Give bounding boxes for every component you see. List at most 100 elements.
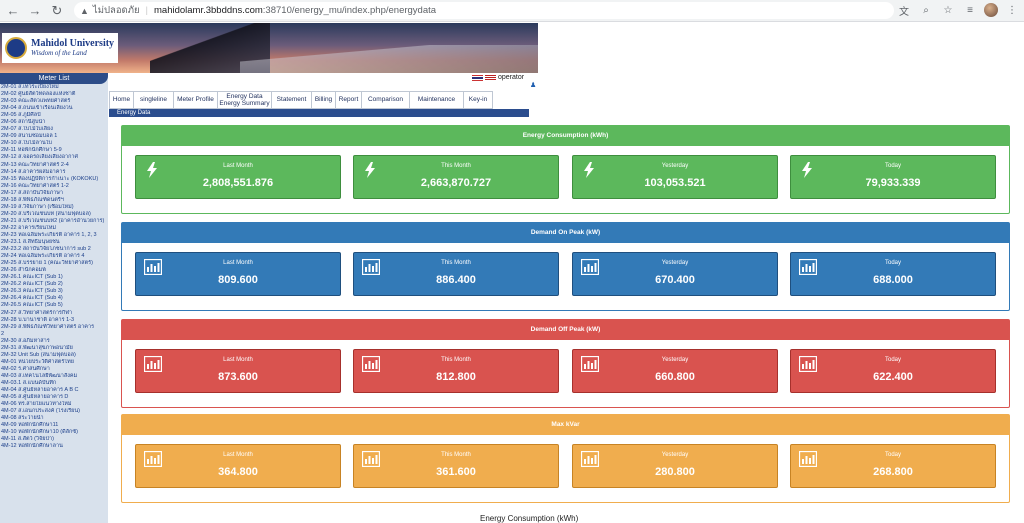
bar-chart-icon — [143, 258, 163, 276]
stat-label: Last Month — [223, 163, 253, 169]
english-flag-icon[interactable] — [485, 74, 496, 81]
stat-label: This Month — [441, 260, 471, 266]
thai-flag-icon[interactable] — [472, 74, 483, 81]
forward-arrow-icon[interactable]: → — [28, 3, 42, 18]
menu-item-report[interactable]: Report — [335, 91, 361, 109]
meter-list-item[interactable]: 2M-09 สนามซ่อมบอล 1 — [1, 133, 58, 140]
meter-list-item[interactable]: 4M-03.1 ส.แบนด์บันทึก — [1, 379, 57, 386]
stat-value: 886.400 — [436, 274, 476, 286]
back-arrow-icon[interactable]: ← — [6, 3, 20, 18]
bolt-icon — [581, 162, 597, 178]
reading-list-icon[interactable]: ≡ — [967, 4, 973, 16]
stat-value: 361.600 — [436, 466, 476, 478]
translate-icon[interactable]: 文 — [899, 6, 909, 18]
menu-item-singleline[interactable]: singleline — [133, 91, 173, 109]
meter-list-item[interactable]: 2M-31 ส.พัฒนาสุขภาพอนามัย — [1, 344, 73, 351]
meter-list-item[interactable]: 2M-13 คณะวิทยาศาสตร์ 2-4 — [1, 161, 69, 168]
meter-list-item[interactable]: 2M-15 ห้องปฏิบัติการกำเนาะ (KOKOKU) — [1, 175, 99, 182]
profile-avatar[interactable] — [984, 3, 998, 17]
meter-list-item[interactable]: 2M-26.4 คณะICT (Sub 4) — [1, 295, 63, 302]
zoom-icon[interactable]: ⌕ — [923, 4, 929, 16]
stat-value: 873.600 — [218, 371, 258, 383]
user-icon[interactable]: ♟ — [530, 82, 537, 89]
menu-item-energy-data[interactable]: Energy Data Energy Summary — [217, 91, 271, 109]
meter-list-item[interactable]: 2M-16 คณะวิทยาศาสตร์ 1-2 — [1, 182, 69, 189]
meter-list-item[interactable]: 2M-20 ส.บริเวณชนบท (สนามฟุตบอล) — [1, 210, 91, 217]
panel-title: Energy Consumption (kWh) — [122, 126, 1009, 146]
warning-icon: ▲ — [80, 5, 89, 16]
meter-list-item[interactable]: 2M-29 ส.พิพิธภัณฑ์วิทยาศาสตร์ อาคาร — [1, 323, 95, 330]
meter-list-item[interactable]: 2M-01 ส.เทวระเบียงใหม่ — [1, 84, 59, 90]
meter-list-item[interactable]: 2M-18 ส.พิพิธภัณฑ์ดนตรีฯ — [1, 196, 64, 203]
meter-list-item[interactable]: 2M-26 สำนักคอมพ์ — [1, 267, 46, 274]
meter-list-item[interactable]: 2M-02 ศูนย์สัตว์ทดลองแห่งชาติ — [1, 91, 76, 98]
meter-list-item[interactable]: 2M-14 ส.อาคารผสมอาคาร — [1, 168, 66, 175]
meter-list-item[interactable]: 4M-07 ส.เอนกประสงค์ (โรงเรียน) — [1, 408, 80, 415]
meter-list-item[interactable]: 2M-11 หอพักนักศึกษา 5-9 — [1, 147, 62, 154]
menu-item-comparison[interactable]: Comparison — [361, 91, 409, 109]
meter-list-item[interactable]: 4M-09 หอพักนักศึกษา11 — [1, 422, 59, 429]
meter-list-item[interactable]: 2 — [1, 330, 5, 337]
panel-orange: Max kVar Last Month 364.800 This Month 361.6… — [121, 414, 1010, 503]
stat-card: Last Month 809.600 — [135, 252, 341, 296]
meter-list-item[interactable]: 2M-27 ส.วิทยาศาสตร์การกีฬา — [1, 309, 73, 316]
menu-item-maintenance[interactable]: Maintenance — [409, 91, 463, 109]
meter-list-item[interactable]: 2M-23 หอเฉลิมพระเกียรติ อาคาร 1, 2, 3 — [1, 231, 97, 238]
stat-card: This Month 886.400 — [353, 252, 559, 296]
meter-list-item[interactable]: 2M-26.3 คณะICT (Sub 3) — [1, 288, 63, 295]
meter-list-item[interactable]: 4M-12 หอพักนักศึกษาลาน — [1, 443, 63, 450]
stat-card: Today 79,933.339 — [790, 155, 996, 199]
meter-list-item[interactable]: 4M-01 หน่วยประวัติศาสตร์ไทย — [1, 358, 74, 365]
meter-list-item[interactable]: 2M-17 ส.สถาบันวิจัยภาษา — [1, 189, 63, 196]
meter-list-item[interactable]: 4M-08 สระว่ายน้ำ — [1, 415, 44, 422]
university-seal-icon — [5, 37, 27, 59]
meter-list-item[interactable]: 2M-30 ส.อภิมหาสาร — [1, 337, 50, 344]
meter-list-item[interactable]: 2M-19 ส.วิจัยภาษา (เชื่อมใหม่) — [1, 203, 74, 210]
meter-list-item[interactable]: 2M-23.1 ส.สิทธิมนุษยชน — [1, 239, 60, 246]
meter-list-item[interactable]: 2M-10 ส.ใบไม้ลานใบ — [1, 140, 52, 147]
meter-list-item[interactable]: 2M-22 อาคารเรียนใหม่ — [1, 224, 56, 231]
reload-icon[interactable]: ↻ — [51, 2, 63, 18]
more-menu-icon[interactable]: ⋮ — [1007, 4, 1017, 16]
meter-list-item[interactable]: 4M-04 ส.ศูนย์หลายอาคาร A B C — [1, 387, 79, 394]
meter-list-item[interactable]: 2M-32 Unit Sub (สนามฟุตบอล) — [1, 351, 76, 358]
university-logo[interactable]: Mahidol University Wisdom of the Land — [2, 33, 118, 63]
meter-list-item[interactable]: 2M-06 สถานีสูบน้ำ — [1, 119, 46, 126]
meter-list-item[interactable]: 2M-25 ส.บรรยาย 1 (คณะวิทยาศาสตร์) — [1, 260, 93, 267]
panel-title: Demand Off Peak (kW) — [122, 320, 1009, 340]
meter-list-item[interactable]: 4M-02 ร.ศาสนศึกษา — [1, 365, 50, 372]
meter-list-item[interactable]: 2M-04 ส.ถนนเข้าเรือนเลี้ยงวน — [1, 105, 73, 112]
meter-list-item[interactable]: 2M-26.5 คณะICT (Sub 5) — [1, 302, 63, 309]
meter-list-item[interactable]: 2M-07 ส.ใบไม้ใบเลี้ยง — [1, 126, 53, 133]
meter-list-item[interactable]: 2M-03 คณะสัตวแพทยศาสตร์ — [1, 98, 71, 105]
menu-item-billing[interactable]: Billing — [311, 91, 335, 109]
meter-list-item[interactable]: 2M-21 ส.บริเวณชนบท2 (อาคารอำนวยการ) — [1, 217, 105, 224]
stat-label: This Month — [441, 163, 471, 169]
meter-list-item[interactable]: 2M-05 ส.ภูมิศิลป์ — [1, 112, 41, 119]
meter-list-item[interactable]: 4M-05 ส.ศูนย์หลายอาคาร D — [1, 394, 69, 401]
bolt-icon — [799, 162, 815, 178]
meter-list-item[interactable]: 4M-03 ส.เทคโนโลยีพัฒนาสังคม — [1, 372, 78, 379]
meter-list-item[interactable]: 4M-06 ทร.สายใยแนวทางใหม่ — [1, 401, 72, 408]
address-bar[interactable]: ▲ ไม่ปลอดภัย | mahidolamr.3bbddns.com :3… — [74, 2, 894, 19]
meter-list-item[interactable]: 2M-23.2 สถาบันวิจัยโภชนาการ sub 2 — [1, 246, 91, 253]
header-banner: Mahidol University Wisdom of the Land — [0, 23, 538, 73]
stat-card: Today 622.400 — [790, 349, 996, 393]
meter-list-item[interactable]: 2M-28 บ.บานาชาติ อาคาร 1-3 — [1, 316, 75, 323]
meter-list-item[interactable]: 4M-10 หอพักนักศึกษา10 (ดีลักซ์) — [1, 429, 78, 436]
panel-blue: Demand On Peak (kW) Last Month 809.600 This… — [121, 222, 1010, 311]
menu-item-key-in[interactable]: Key-in — [463, 91, 493, 109]
menu-item-meter-profile[interactable]: Meter Profile — [173, 91, 217, 109]
meter-list-item[interactable]: 2M-24 หอเฉลิมพระเกียรติ อาคาร 4 — [1, 253, 85, 260]
url-path: :38710/energy_mu/index.php/energydata — [262, 5, 437, 16]
meter-list-title: Meter List — [0, 73, 108, 84]
meter-list-item[interactable]: 2M-26.2 คณะICT (Sub 2) — [1, 281, 63, 288]
menu-item-statement[interactable]: Statement — [271, 91, 311, 109]
star-icon[interactable]: ☆ — [943, 4, 953, 16]
meter-list-item[interactable]: 2M-26.1 คณะICT (Sub 1) — [1, 274, 63, 281]
menu-item-home[interactable]: Home — [109, 91, 133, 109]
meter-list-item[interactable]: 4M-11 ส.สัตว์ (วิจัยป่า) — [1, 436, 54, 443]
stat-label: This Month — [441, 452, 471, 458]
stat-card: Today 268.800 — [790, 444, 996, 488]
meter-list-item[interactable]: 2M-12 ส.จอดรถเลี้ยงเสียงอากาศ — [1, 154, 78, 161]
